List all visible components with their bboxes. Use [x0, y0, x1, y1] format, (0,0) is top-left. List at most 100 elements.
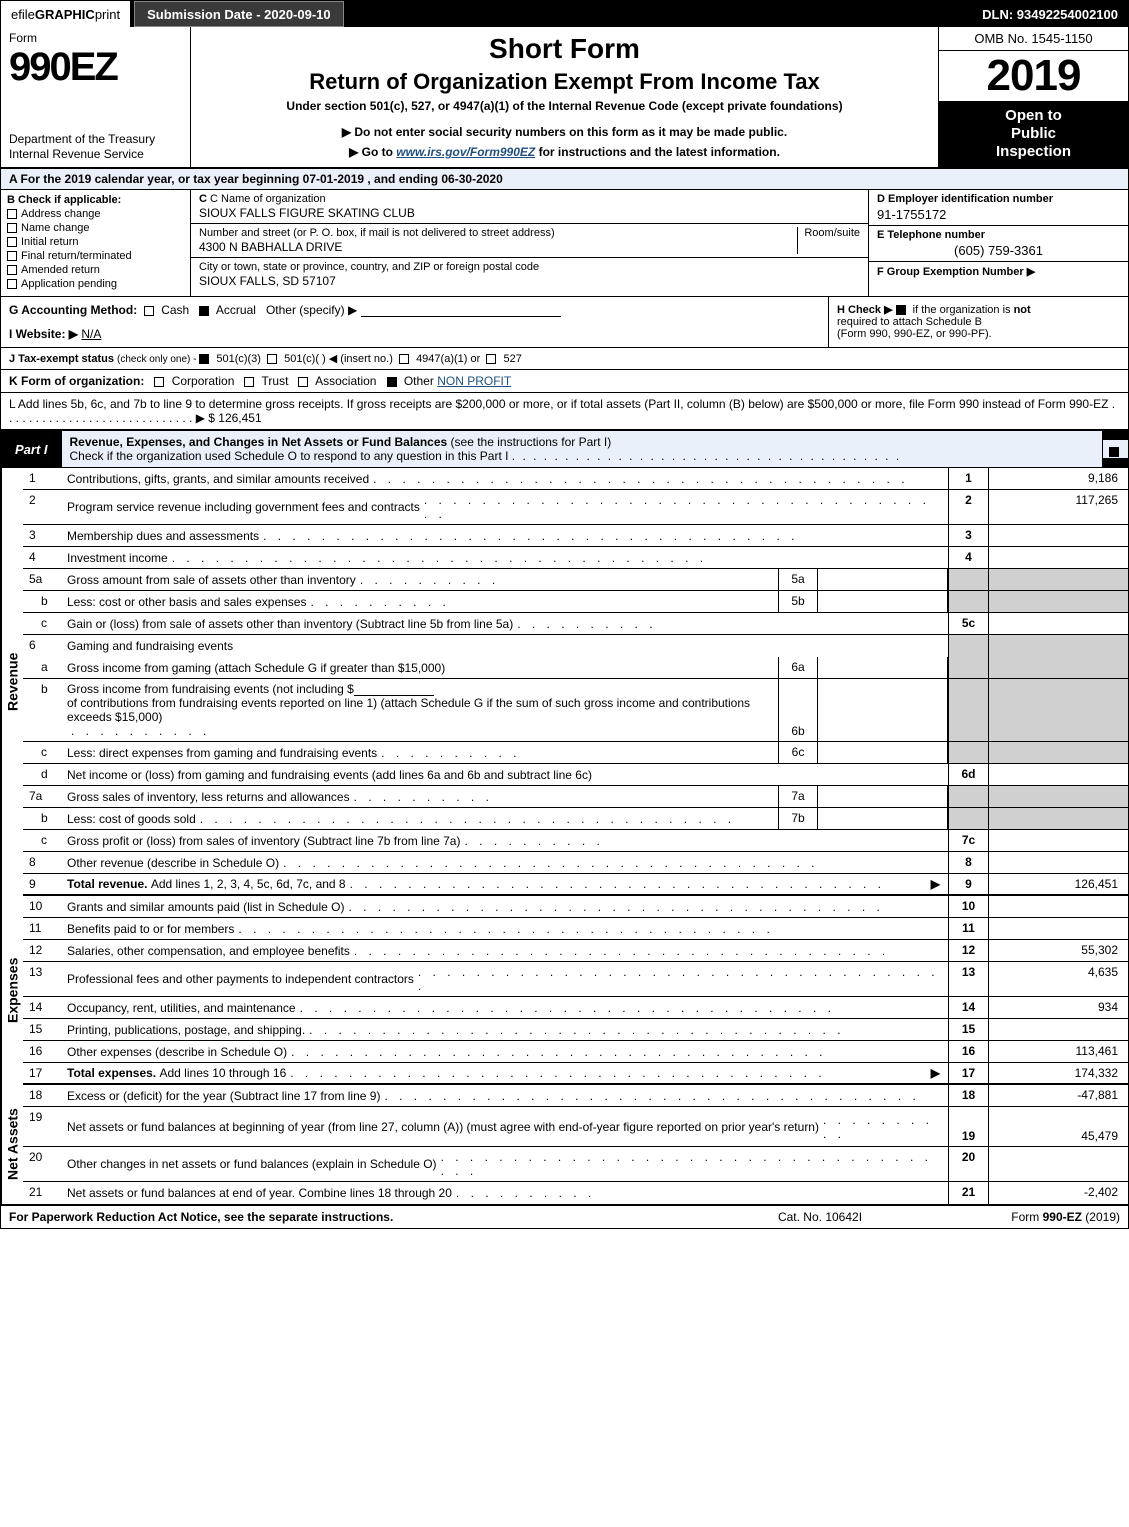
- address-value: 4300 N BABHALLA DRIVE: [199, 240, 791, 254]
- checkbox-checked-icon[interactable]: [199, 306, 209, 316]
- efile-graphic: GRAPHIC: [35, 7, 95, 22]
- department-label: Department of the Treasury Internal Reve…: [9, 132, 182, 163]
- subtitle: Under section 501(c), 527, or 4947(a)(1)…: [201, 99, 928, 113]
- checkbox-icon[interactable]: [486, 354, 496, 364]
- chk-final-return[interactable]: Final return/terminated: [7, 250, 184, 262]
- leader-dots: . . . . . . . . . .: [381, 746, 774, 760]
- ln-val: [988, 613, 1128, 634]
- ln-num: 14: [23, 997, 63, 1018]
- submission-date-button[interactable]: Submission Date - 2020-09-10: [134, 1, 344, 27]
- ln-desc-text: Excess or (deficit) for the year (Subtra…: [67, 1089, 380, 1103]
- ln-desc-text: Occupancy, rent, utilities, and maintena…: [67, 1001, 296, 1015]
- ln-desc-text: Gross income from gaming (attach Schedul…: [67, 661, 445, 675]
- g-other-field[interactable]: [361, 303, 561, 317]
- k-other-value[interactable]: NON PROFIT: [437, 374, 511, 388]
- checkbox-checked-icon[interactable]: [199, 354, 209, 364]
- line-5c: c Gain or (loss) from sale of assets oth…: [23, 613, 1128, 635]
- part-i-check-text: Check if the organization used Schedule …: [70, 449, 509, 463]
- ln-ref: 17: [948, 1063, 988, 1083]
- header-right: OMB No. 1545-1150 2019 Open to Public In…: [938, 27, 1128, 167]
- header-left: Form 990EZ Department of the Treasury In…: [1, 27, 191, 167]
- ln-num: 15: [23, 1019, 63, 1040]
- ln-desc: Gaming and fundraising events: [63, 635, 948, 657]
- line-16: 16 Other expenses (describe in Schedule …: [23, 1041, 1128, 1063]
- ln-ref: 15: [948, 1019, 988, 1040]
- chk-label: Application pending: [21, 278, 117, 290]
- checkbox-icon[interactable]: [267, 354, 277, 364]
- ln-ref-shade: [948, 657, 988, 678]
- efile-badge[interactable]: efile GRAPHIC print: [1, 1, 130, 27]
- main-title: Return of Organization Exempt From Incom…: [201, 69, 928, 95]
- checkbox-icon[interactable]: [144, 306, 154, 316]
- phone-label: E Telephone number: [877, 229, 1120, 241]
- line-1: 1 Contributions, gifts, grants, and simi…: [23, 468, 1128, 490]
- ln-num: 5a: [23, 569, 63, 590]
- i-label: I Website: ▶: [9, 327, 78, 341]
- line-6: 6 Gaming and fundraising events: [23, 635, 1128, 657]
- ln-desc-text: Investment income: [67, 551, 168, 565]
- ln-val: [988, 1147, 1128, 1181]
- ln-desc-text: Benefits paid to or for members: [67, 922, 234, 936]
- page-footer: For Paperwork Reduction Act Notice, see …: [1, 1206, 1128, 1228]
- ln-desc: Investment income. . . . . . . . . . . .…: [63, 547, 948, 568]
- k-corp: Corporation: [172, 374, 235, 388]
- part-i-checkbox-cell: [1102, 440, 1128, 458]
- expenses-side-label: Expenses: [1, 896, 23, 1085]
- ln-desc: Other expenses (describe in Schedule O).…: [63, 1041, 948, 1062]
- ssn-notice: ▶ Do not enter social security numbers o…: [201, 125, 928, 139]
- ln-desc: Grants and similar amounts paid (list in…: [63, 896, 948, 917]
- row-g: G Accounting Method: Cash Accrual Other …: [1, 297, 828, 347]
- ln-desc: Net assets or fund balances at end of ye…: [63, 1182, 948, 1204]
- checkbox-icon[interactable]: [154, 377, 164, 387]
- ln-val: [988, 918, 1128, 939]
- ln-desc: Printing, publications, postage, and shi…: [63, 1019, 948, 1040]
- part-i-title-rest: (see the instructions for Part I): [451, 435, 612, 449]
- chk-application-pending[interactable]: Application pending: [7, 278, 184, 290]
- ln-num: a: [23, 657, 63, 678]
- ln-desc: Gross amount from sale of assets other t…: [63, 569, 778, 590]
- ln-num: 6: [23, 635, 63, 657]
- ln-val: 934: [988, 997, 1128, 1018]
- h-text2: required to attach Schedule B: [837, 316, 982, 328]
- ln-ref: 12: [948, 940, 988, 961]
- chk-name-change[interactable]: Name change: [7, 222, 184, 234]
- chk-address-change[interactable]: Address change: [7, 208, 184, 220]
- line-5a: 5a Gross amount from sale of assets othe…: [23, 569, 1128, 591]
- ln-val-shade: [988, 808, 1128, 829]
- ln-ref: 21: [948, 1182, 988, 1204]
- leader-dots: . . . . . . . . . . . . . . . . . . . . …: [309, 1023, 944, 1037]
- line-6a: a Gross income from gaming (attach Sched…: [23, 657, 1128, 679]
- row-j: J Tax-exempt status (check only one) - 5…: [1, 348, 1128, 370]
- ln-ref: 4: [948, 547, 988, 568]
- footer-right-prefix: Form: [1011, 1210, 1042, 1224]
- ln-val: [988, 525, 1128, 546]
- line-15: 15 Printing, publications, postage, and …: [23, 1019, 1128, 1041]
- irs-link[interactable]: www.irs.gov/Form990EZ: [396, 145, 535, 159]
- chk-initial-return[interactable]: Initial return: [7, 236, 184, 248]
- checkbox-icon[interactable]: [399, 354, 409, 364]
- ln-desc-text: Less: cost of goods sold: [67, 812, 196, 826]
- j-501c3: 501(c)(3): [216, 353, 261, 365]
- contributions-field[interactable]: [354, 682, 434, 696]
- arrow-icon: ▶: [931, 877, 940, 891]
- ln-val: 113,461: [988, 1041, 1128, 1062]
- checkbox-checked-icon[interactable]: [896, 305, 906, 315]
- ln-sub-val: [818, 657, 948, 678]
- checkbox-icon[interactable]: [298, 377, 308, 387]
- leader-dots: . . . . . . . . . .: [464, 834, 944, 848]
- ln-ref: 5c: [948, 613, 988, 634]
- leader-dots: . . . . . . . . . . . . . . . . . . . . …: [348, 900, 944, 914]
- leader-dots: . . . . . . . . . . . . . . . . . . . . …: [424, 493, 944, 521]
- ln-num: 10: [23, 896, 63, 917]
- row-l: L Add lines 5b, 6c, and 7b to line 9 to …: [1, 393, 1128, 431]
- footer-mid: Cat. No. 10642I: [720, 1210, 920, 1224]
- ln-desc-text: Gross income from fundraising events (no…: [67, 682, 354, 696]
- chk-amended-return[interactable]: Amended return: [7, 264, 184, 276]
- checkbox-checked-icon[interactable]: [387, 377, 397, 387]
- checkbox-icon[interactable]: [244, 377, 254, 387]
- website-value: N/A: [81, 327, 101, 341]
- tax-year: 2019: [939, 51, 1128, 101]
- checkbox-checked-icon[interactable]: [1109, 447, 1119, 457]
- ln-val: [988, 547, 1128, 568]
- line-10: 10 Grants and similar amounts paid (list…: [23, 896, 1128, 918]
